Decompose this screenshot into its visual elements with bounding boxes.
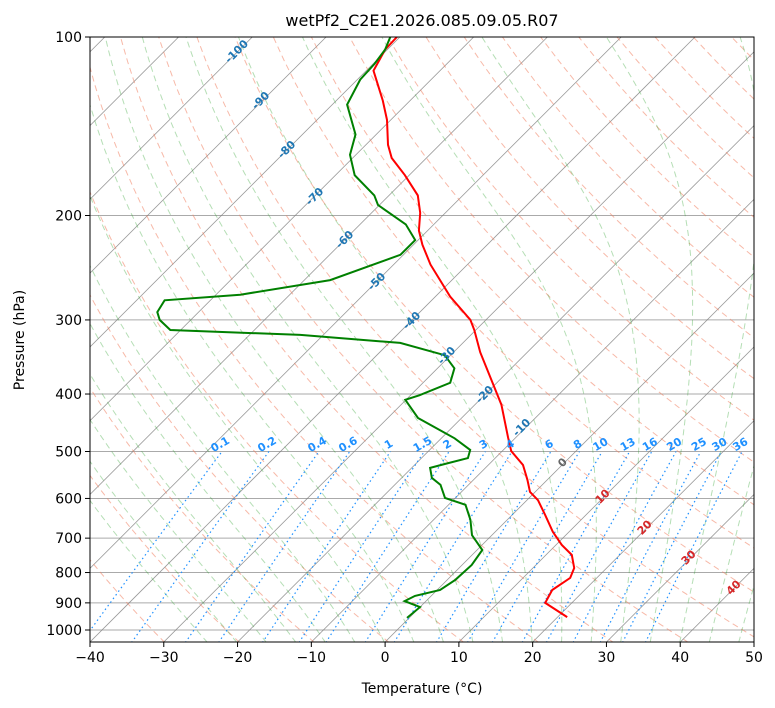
moist-adiabat-line — [90, 103, 415, 642]
x-tick-label: 40 — [671, 650, 689, 666]
moist-adiabat-line — [104, 37, 444, 642]
axis-ticks: −40 −30 −20 −10 0 10 20 30 40 50 100 200 300 400 500 60… — [46, 30, 763, 666]
isotherm-line — [90, 37, 401, 348]
profiles — [156, 37, 576, 619]
moist-adiabat-line — [90, 499, 208, 642]
dry-adiabat-line — [196, 37, 754, 638]
chart-title: wetPf2_C2E1.2026.085.09.05.R07 — [285, 11, 558, 31]
moist-adiabat-line — [90, 322, 326, 642]
x-tick-label: 0 — [381, 650, 390, 666]
moist-adiabat-line — [238, 37, 533, 642]
moist-adiabat-line — [141, 37, 474, 642]
isotherm-line — [532, 420, 754, 642]
y-tick-label: 200 — [55, 209, 82, 225]
isotherm-line — [163, 51, 754, 642]
isotherm-line — [90, 37, 696, 642]
isotherm-line — [90, 37, 474, 422]
isotherm-line — [90, 37, 548, 496]
moist-adiabat-line — [381, 37, 597, 642]
mixing-ratio-line — [393, 451, 513, 642]
isotherm-line — [90, 37, 327, 274]
mixing-ratio-line — [436, 451, 552, 642]
dry-adiabat-line — [90, 65, 539, 642]
mixing-ratio-line — [185, 451, 320, 642]
dry-adiabat-line — [120, 37, 614, 642]
moist-adiabat-line — [708, 463, 754, 642]
isotherm-line — [310, 198, 754, 642]
isotherm-line — [90, 37, 253, 200]
background-lines — [90, 37, 754, 642]
y-tick-label: 1000 — [46, 623, 82, 639]
dry-adiabat-line — [234, 37, 754, 593]
moist-adiabat-line — [90, 460, 238, 642]
moist-adiabat-line — [185, 37, 504, 642]
isotherm-line — [90, 37, 622, 569]
dry-adiabat-line — [90, 293, 390, 642]
mixing-ratio-line — [599, 451, 702, 642]
temperature-line — [372, 37, 576, 618]
dry-adiabat-line — [272, 37, 754, 549]
y-tick-label: 500 — [55, 444, 82, 460]
x-tick-label: 30 — [598, 650, 616, 666]
mixing-ratio-line — [572, 451, 677, 642]
y-tick-label: 400 — [55, 387, 82, 403]
moist-adiabat-line — [679, 37, 754, 642]
dry-adiabat-line — [90, 474, 240, 642]
dewpoint-line — [156, 37, 484, 619]
mixing-ratio-line — [364, 451, 486, 642]
dry-adiabat-line — [90, 387, 315, 642]
y-axis-label: Pressure (hPa) — [12, 290, 28, 390]
x-tick-label: 20 — [524, 650, 542, 666]
dry-adiabat-line — [425, 37, 754, 380]
y-tick-label: 800 — [55, 566, 82, 582]
mixing-ratio-line — [262, 451, 391, 642]
isotherm-line — [605, 493, 754, 642]
y-tick-label: 600 — [55, 491, 82, 507]
isotherm-line — [384, 272, 754, 642]
moist-adiabat-line — [90, 264, 356, 642]
moist-adiabat-line — [738, 583, 754, 642]
dry-adiabat-line — [349, 37, 754, 463]
x-tick-label: −10 — [297, 650, 327, 666]
x-tick-label: −40 — [75, 650, 105, 666]
moist-adiabat-line — [481, 37, 640, 642]
moist-adiabat-line — [90, 194, 385, 642]
dry-adiabat-line — [387, 37, 754, 421]
dry-adiabat-line — [463, 37, 754, 339]
x-axis-label: Temperature (°C) — [361, 681, 483, 697]
moist-adiabat-line — [90, 418, 267, 642]
y-tick-label: 100 — [55, 30, 82, 46]
dry-adiabat-line — [158, 37, 689, 642]
y-tick-label: 700 — [55, 531, 82, 547]
dry-adiabat-line — [310, 37, 754, 506]
mixing-ratio-line — [298, 451, 425, 642]
dry-adiabat-line — [90, 190, 465, 642]
plot-frame — [89, 36, 755, 643]
moist-adiabat-line — [90, 373, 297, 642]
moist-adiabat-line — [605, 37, 694, 642]
mixing-ratio-line — [467, 451, 581, 642]
moist-adiabat-line — [302, 37, 563, 642]
x-tick-label: −30 — [149, 650, 179, 666]
mixing-ratio-line — [325, 451, 450, 642]
x-tick-label: 50 — [745, 650, 763, 666]
mixing-ratio-line — [218, 451, 351, 642]
y-tick-label: 900 — [55, 596, 82, 612]
y-tick-label: 300 — [55, 313, 82, 329]
isotherm-line — [237, 125, 754, 642]
x-tick-label: −20 — [223, 650, 253, 666]
x-tick-label: 10 — [450, 650, 468, 666]
